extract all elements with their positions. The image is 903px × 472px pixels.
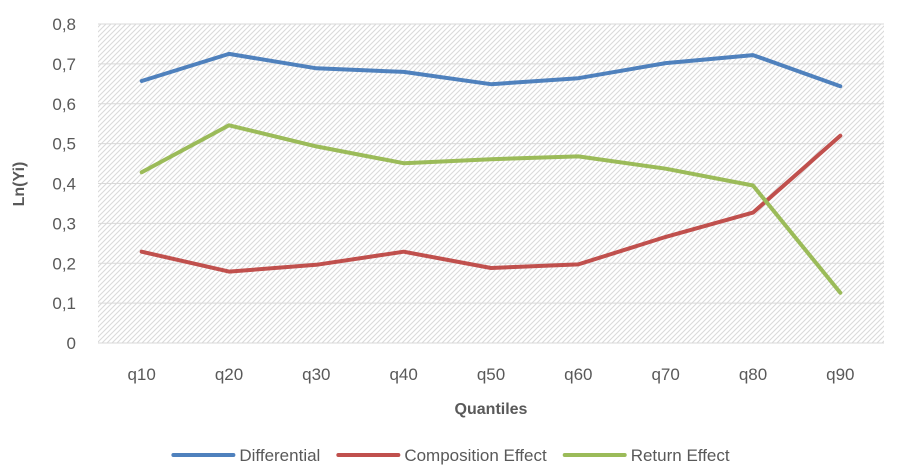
y-tick-label: 0,4 bbox=[52, 175, 76, 194]
y-tick-label: 0,1 bbox=[52, 294, 76, 313]
x-tick-label: q40 bbox=[389, 365, 417, 384]
y-tick-label: 0,7 bbox=[52, 55, 76, 74]
x-tick-label: q80 bbox=[739, 365, 767, 384]
y-tick-label: 0,3 bbox=[52, 214, 76, 233]
y-axis-ticks: 0 0,1 0,2 0,3 0,4 0,5 0,6 0,7 0,8 bbox=[52, 15, 76, 353]
series-lines bbox=[139, 51, 843, 295]
y-tick-label: 0,5 bbox=[52, 135, 76, 154]
x-tick-label: q20 bbox=[215, 365, 243, 384]
y-tick-label: 0,8 bbox=[52, 15, 76, 34]
x-tick-label: q90 bbox=[826, 365, 854, 384]
y-tick-label: 0,6 bbox=[52, 95, 76, 114]
x-tick-label: q50 bbox=[477, 365, 505, 384]
series-line-2 bbox=[139, 133, 843, 274]
y-tick-label: 0,2 bbox=[52, 254, 76, 273]
x-tick-label: q30 bbox=[302, 365, 330, 384]
x-tick-label: q70 bbox=[651, 365, 679, 384]
legend-label-2: Composition Effect bbox=[404, 446, 547, 465]
y-axis-title: Ln(Yi) bbox=[11, 162, 28, 207]
x-tick-label: q10 bbox=[127, 365, 155, 384]
legend-label-3: Return Effect bbox=[631, 446, 730, 465]
x-axis-title: Quantiles bbox=[455, 401, 528, 418]
legend-label-1: Differential bbox=[239, 446, 320, 465]
legend: Differential Composition Effect Return Eff… bbox=[171, 446, 730, 465]
x-tick-label: q60 bbox=[564, 365, 592, 384]
series-line-1 bbox=[139, 51, 843, 89]
x-axis-ticks: q10 q20 q30 q40 q50 q60 q70 q80 q90 bbox=[127, 365, 854, 384]
y-tick-label: 0 bbox=[67, 334, 76, 353]
gridlines bbox=[98, 23, 884, 344]
series-line-3 bbox=[139, 123, 843, 295]
